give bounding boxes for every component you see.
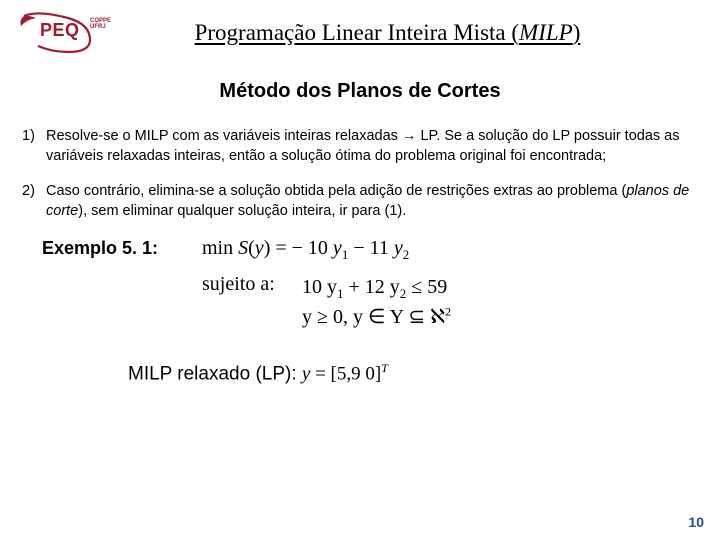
- c1y2: y: [390, 276, 400, 298]
- obj-y2: y: [394, 237, 403, 259]
- constraint-line-1: 10 y1 + 12 y2 ≤ 59: [302, 273, 451, 303]
- constraints-block: sujeito a: 10 y1 + 12 y2 ≤ 59 y ≥ 0, y ∈…: [202, 273, 720, 331]
- logo-subtext: COPPE UFRJ: [90, 18, 111, 30]
- method-list: 1) Resolve-se o MILP com as variáveis in…: [22, 127, 698, 221]
- obj-y1: y: [333, 237, 342, 259]
- title-plain: Programação Linear Inteira Mista (: [195, 20, 519, 45]
- c2b: ∈: [363, 306, 390, 328]
- obj-s2: 2: [403, 247, 410, 262]
- c2a: ≥ 0,: [312, 306, 353, 328]
- c2y2: y: [353, 306, 363, 328]
- obj-eq: = − 10: [270, 237, 333, 259]
- list-body: Caso contrário, elimina-se a solução obt…: [46, 182, 698, 221]
- list-item: 1) Resolve-se o MILP com as variáveis in…: [22, 127, 698, 166]
- page-title: Programação Linear Inteira Mista (MILP): [113, 20, 702, 46]
- subtitle: Método dos Planos de Cortes: [0, 80, 720, 103]
- c1b: + 12: [344, 276, 390, 298]
- obj-y: y: [255, 237, 264, 259]
- obj-S: S: [238, 237, 248, 259]
- list-body: Resolve-se o MILP com as variáveis intei…: [46, 127, 698, 166]
- list-number: 2): [22, 182, 46, 221]
- page-number: 10: [688, 514, 704, 530]
- c2Y: Y: [390, 306, 404, 328]
- item2-b: ), sem eliminar qualquer solução inteira…: [78, 203, 406, 219]
- example-row: Exemplo 5. 1: min S(y) = − 10 y1 − 11 y2: [42, 237, 720, 263]
- relaxed-label: MILP relaxado (LP):: [128, 364, 302, 385]
- objective-function: min S(y) = − 10 y1 − 11 y2: [202, 237, 409, 263]
- c1c: ≤ 59: [406, 276, 447, 298]
- constraints-body: 10 y1 + 12 y2 ≤ 59 y ≥ 0, y ∈ Y ⊆ ℵ2: [302, 273, 451, 331]
- c1y1: y: [327, 276, 337, 298]
- logo-text: PEQ: [40, 20, 80, 41]
- obj-min: min: [202, 237, 238, 259]
- obj-mid: − 11: [348, 237, 394, 259]
- list-item: 2) Caso contrário, elimina-se a solução …: [22, 182, 698, 221]
- c2sup: 2: [445, 305, 451, 319]
- peq-logo: PEQ COPPE UFRJ: [18, 12, 113, 54]
- list-number: 1): [22, 127, 46, 166]
- c2c: ⊆ ℵ: [403, 306, 445, 328]
- logo-main: PEQ: [40, 20, 80, 40]
- relaxed-eq: = [5,9 0]: [310, 364, 381, 385]
- title-close: ): [573, 20, 581, 45]
- title-italic: MILP: [519, 20, 573, 45]
- constraint-line-2: y ≥ 0, y ∈ Y ⊆ ℵ2: [302, 303, 451, 331]
- item2-a: Caso contrário, elimina-se a solução obt…: [46, 183, 626, 199]
- c2y: y: [302, 306, 312, 328]
- relaxed-sup: T: [381, 361, 388, 375]
- example-label: Exemplo 5. 1:: [42, 238, 202, 259]
- c1a: 10: [302, 276, 327, 298]
- relaxed-solution: MILP relaxado (LP): y = [5,9 0]T: [128, 361, 720, 385]
- constraints-label: sujeito a:: [202, 273, 302, 331]
